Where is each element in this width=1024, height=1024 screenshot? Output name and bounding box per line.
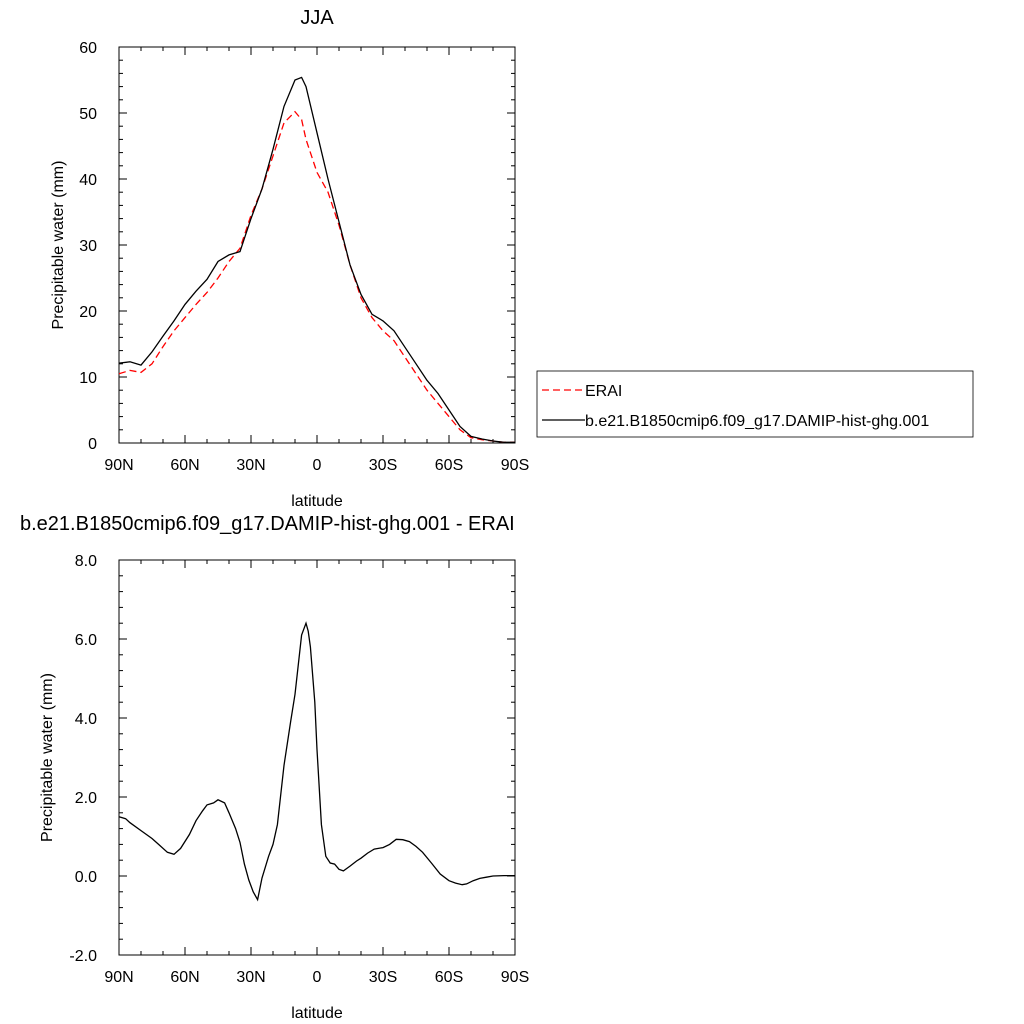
x-tick-label: 90N: [104, 457, 133, 474]
legend-entry: ERAI: [585, 383, 622, 400]
chart-title: b.e21.B1850cmip6.f09_g17.DAMIP-hist-ghg.…: [20, 513, 515, 535]
x-tick-label: 30N: [236, 969, 265, 986]
x-tick-label: 30S: [369, 457, 397, 474]
top-chart-panel: 90N 60N 30N 0 30S 60S 90S 0 10 20 30 40 50 60 JJA latit…: [50, 7, 974, 510]
x-tick-label: 60N: [170, 457, 199, 474]
series-line-b-e21-b1850cmip6-f09-g17-damip-hist-ghg-001: [118, 76, 515, 443]
difference-chart-panel: 90N 60N 30N 0 30S 60S 90S -2.0 0.0 2.0 4.0 6.0 8.0 b.…: [20, 513, 529, 1022]
x-tick-label: 90N: [104, 969, 133, 986]
x-axis-label: latitude: [291, 1005, 343, 1022]
y-tick-label: 60: [79, 40, 97, 57]
x-tick-label: 60S: [435, 457, 463, 474]
y-tick-label: 40: [79, 172, 97, 189]
y-tick-label: 0.0: [75, 869, 97, 886]
x-tick-label: 0: [313, 969, 322, 986]
x-tick-label: 60N: [170, 969, 199, 986]
y-tick-label: 10: [79, 370, 97, 387]
y-tick-label: 20: [79, 304, 97, 321]
x-tick-label: 60S: [435, 969, 463, 986]
x-tick-label: 30N: [236, 457, 265, 474]
y-tick-label: 4.0: [75, 711, 97, 728]
y-axis-label: Precipitable water (mm): [39, 673, 56, 842]
series-line-erai: [118, 110, 515, 443]
x-tick-label: 90S: [501, 457, 529, 474]
y-tick-label: 6.0: [75, 632, 97, 649]
y-axis-label: Precipitable water (mm): [50, 161, 67, 330]
chart-title: JJA: [300, 7, 334, 29]
y-tick-label: -2.0: [69, 948, 97, 965]
x-tick-label: 90S: [501, 969, 529, 986]
y-tick-label: 0: [88, 436, 97, 453]
plot-frame: [118, 46, 516, 444]
x-axis-label: latitude: [291, 493, 343, 510]
y-tick-label: 2.0: [75, 790, 97, 807]
legend-entry: b.e21.B1850cmip6.f09_g17.DAMIP-hist-ghg.…: [585, 413, 929, 430]
legend: ERAI b.e21.B1850cmip6.f09_g17.DAMIP-hist-…: [536, 370, 974, 438]
y-tick-label: 8.0: [75, 553, 97, 570]
y-tick-label: 30: [79, 238, 97, 255]
x-tick-label: 30S: [369, 969, 397, 986]
y-tick-label: 50: [79, 106, 97, 123]
x-tick-label: 0: [313, 457, 322, 474]
legend-box: [536, 370, 974, 438]
series-line-0: [118, 621, 515, 902]
